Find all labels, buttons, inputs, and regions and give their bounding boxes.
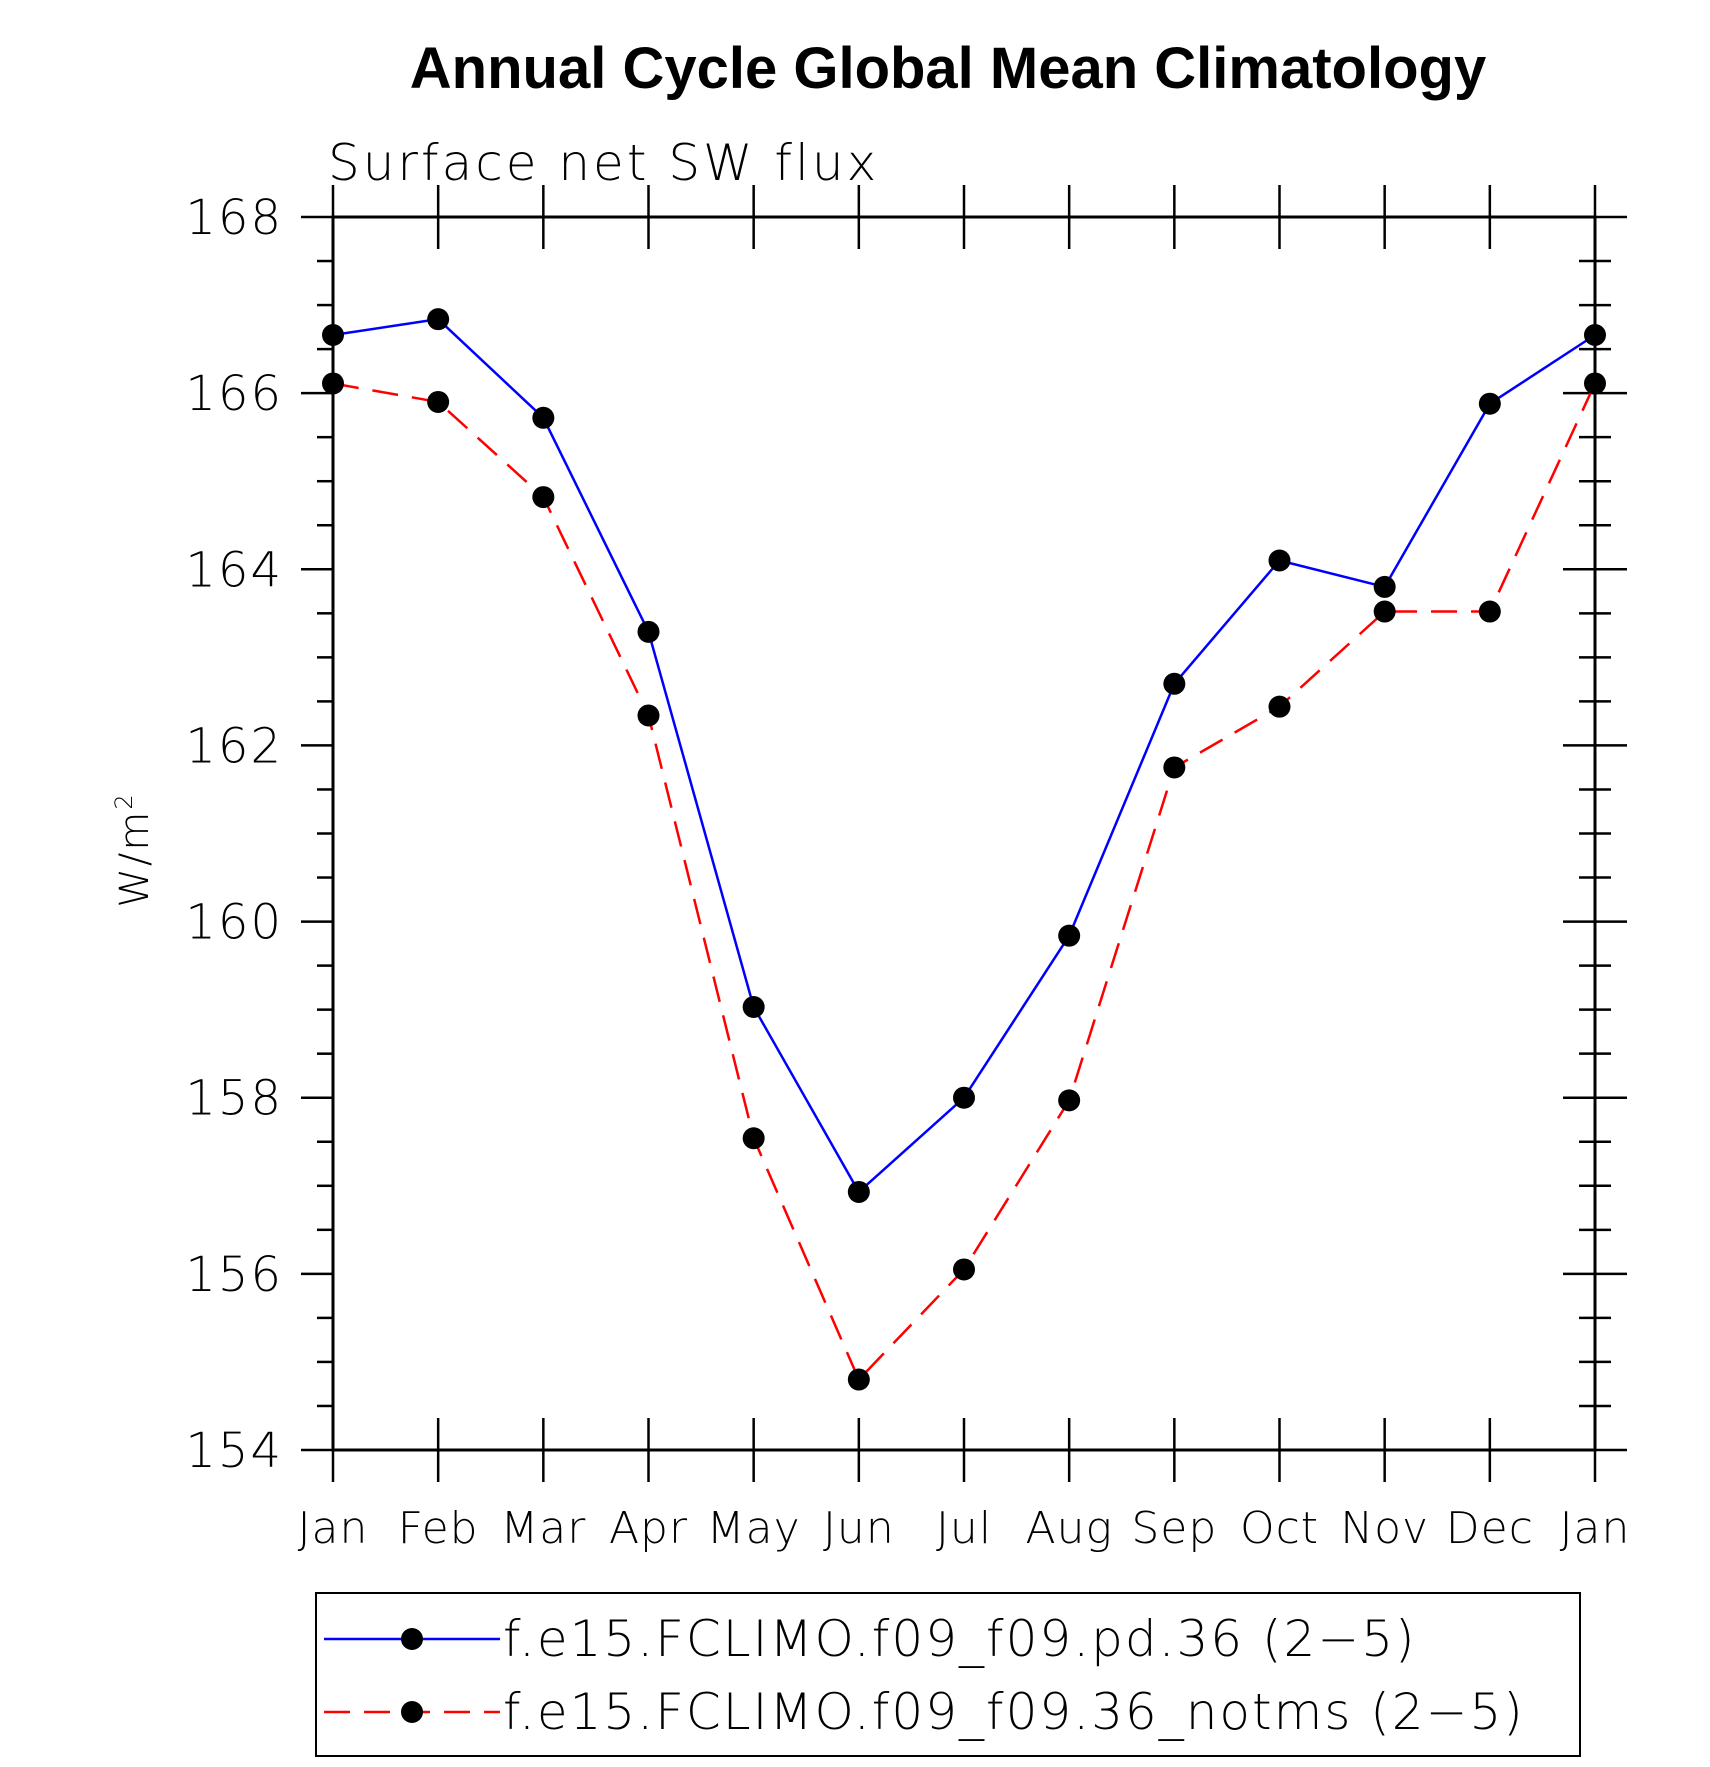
data-point bbox=[637, 704, 660, 727]
axes: 154 156 158 160 162 164 166 168 Jan Feb Mar Apr May J… bbox=[185, 185, 1631, 1554]
x-tick-label: Jan bbox=[1560, 1503, 1631, 1554]
data-point bbox=[1584, 372, 1606, 395]
chart-title: Annual Cycle Global Mean Climatology bbox=[410, 36, 1486, 101]
x-tick-label: Nov bbox=[1340, 1503, 1429, 1554]
x-tick-label: Oct bbox=[1240, 1503, 1319, 1554]
data-point bbox=[1478, 600, 1501, 623]
data-point bbox=[1058, 1089, 1081, 1112]
chart-subtitle: Surface net SW flux bbox=[328, 134, 879, 192]
data-point bbox=[847, 1368, 870, 1391]
data-point bbox=[1268, 695, 1291, 718]
y-axis-label-text: W/m bbox=[112, 810, 158, 908]
data-point bbox=[1058, 924, 1081, 947]
data-point bbox=[532, 406, 555, 429]
x-tick-label: Feb bbox=[398, 1503, 479, 1554]
series-line bbox=[332, 317, 1596, 1194]
data-point bbox=[1478, 392, 1501, 415]
data-point bbox=[1163, 756, 1186, 779]
y-tick-label: 156 bbox=[185, 1247, 283, 1303]
y-tick-label: 160 bbox=[185, 895, 283, 951]
x-tick-label: Jan bbox=[298, 1503, 369, 1554]
x-tick-label: Mar bbox=[500, 1503, 586, 1554]
data-point bbox=[427, 308, 450, 331]
data-point bbox=[1584, 324, 1606, 347]
data-point bbox=[637, 620, 660, 643]
y-tick-label: 158 bbox=[185, 1071, 283, 1127]
x-tick-label: Sep bbox=[1131, 1503, 1217, 1554]
series-layer bbox=[322, 308, 1606, 1391]
data-point bbox=[953, 1086, 975, 1109]
y-axis-label-superscript: 2 bbox=[110, 792, 138, 809]
data-point bbox=[427, 390, 450, 413]
y-tick-label: 168 bbox=[185, 190, 283, 246]
data-point bbox=[742, 996, 765, 1019]
x-tick-label: Jun bbox=[823, 1503, 895, 1554]
legend-box bbox=[315, 1592, 1581, 1757]
svg-text:W/m2: W/m2 bbox=[110, 792, 158, 907]
y-tick-label: 166 bbox=[185, 366, 283, 422]
y-tick-label: 162 bbox=[185, 718, 283, 774]
y-axis-label: W/m2 bbox=[110, 792, 158, 907]
data-point bbox=[322, 324, 344, 347]
data-point bbox=[1268, 549, 1291, 572]
x-tick-label: Dec bbox=[1446, 1503, 1534, 1554]
x-tick-label: Jul bbox=[936, 1503, 992, 1554]
data-point bbox=[1373, 600, 1396, 623]
legend-marker bbox=[401, 1701, 423, 1723]
data-point bbox=[322, 372, 344, 395]
data-point bbox=[1163, 672, 1186, 695]
y-tick-label: 164 bbox=[185, 542, 283, 598]
y-tick-label: 154 bbox=[185, 1423, 283, 1479]
data-point bbox=[953, 1258, 975, 1281]
x-tick-label: May bbox=[707, 1503, 801, 1554]
x-tick-label: Aug bbox=[1025, 1503, 1112, 1554]
legend-label: f.e15.FCLIMO.f09_f09.pd.36 (2−5) bbox=[503, 1610, 1417, 1668]
legend: f.e15.FCLIMO.f09_f09.pd.36 (2−5) f.e15.FC… bbox=[315, 1592, 1581, 1757]
data-point bbox=[532, 486, 555, 509]
data-point bbox=[742, 1127, 765, 1150]
data-point bbox=[847, 1180, 870, 1203]
legend-marker bbox=[401, 1628, 423, 1650]
x-tick-label: Apr bbox=[609, 1503, 688, 1554]
series-line bbox=[332, 382, 1597, 1381]
data-point bbox=[1373, 575, 1396, 598]
legend-label: f.e15.FCLIMO.f09_f09.36_notms (2−5) bbox=[503, 1683, 1525, 1741]
